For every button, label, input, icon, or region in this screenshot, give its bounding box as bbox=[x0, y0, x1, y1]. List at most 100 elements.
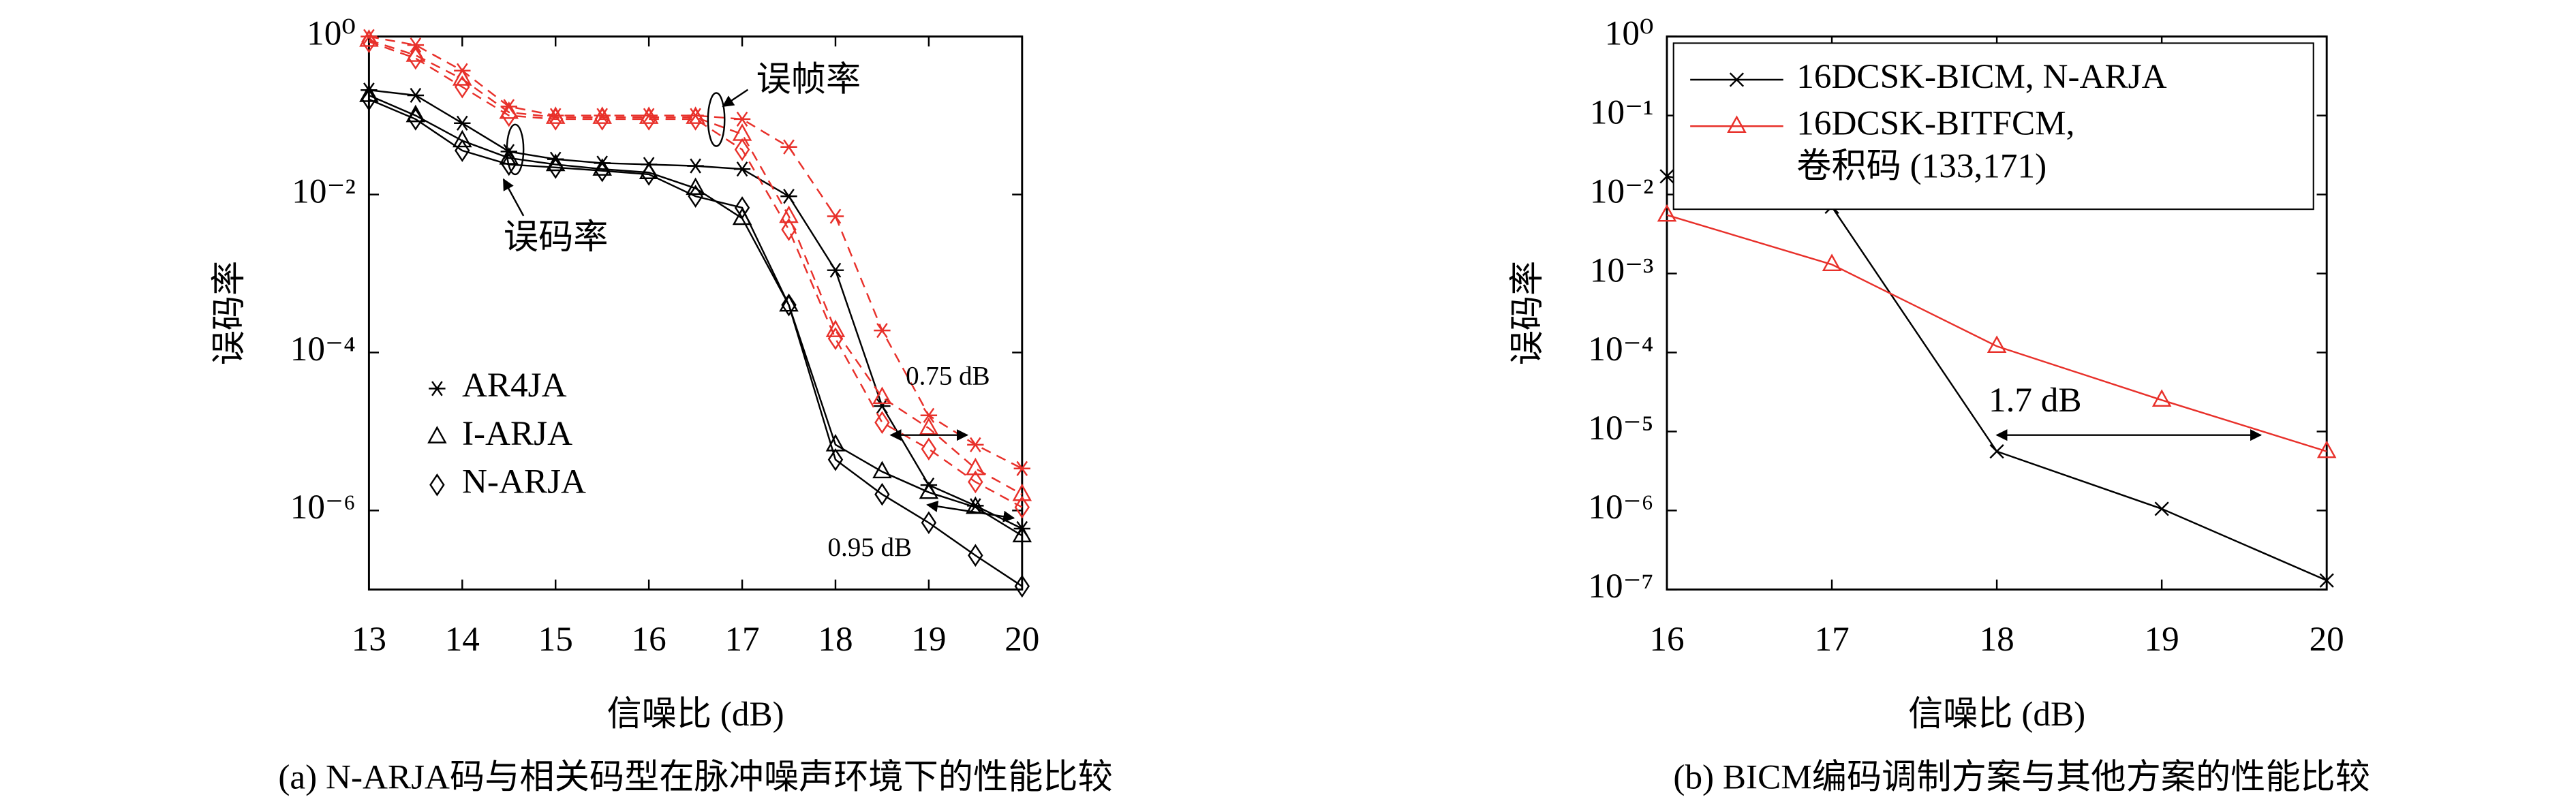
x-tick-label: 16 bbox=[1649, 620, 1684, 659]
x-tick-label: 18 bbox=[818, 620, 853, 659]
marker bbox=[687, 158, 704, 174]
marker bbox=[361, 88, 377, 111]
annotation: 误帧率 bbox=[756, 61, 861, 99]
annotation-ellipse bbox=[707, 92, 726, 147]
marker bbox=[874, 399, 891, 414]
x-tick-label: 13 bbox=[352, 620, 386, 659]
y-tick-label: 10⁻⁷ bbox=[1588, 567, 1653, 606]
marker bbox=[501, 153, 517, 176]
marker bbox=[2316, 440, 2337, 458]
marker bbox=[1657, 204, 1677, 222]
marker bbox=[827, 262, 844, 278]
marker bbox=[405, 104, 426, 123]
marker bbox=[641, 163, 657, 186]
y-tick-label: 10⁻³ bbox=[1590, 251, 1654, 290]
marker bbox=[594, 159, 610, 183]
marker bbox=[548, 156, 564, 179]
x-axis-label: 信噪比 (dB) bbox=[607, 695, 784, 734]
marker bbox=[733, 161, 751, 177]
marker bbox=[1012, 525, 1032, 543]
x-tick-label: 14 bbox=[445, 620, 480, 659]
annotation: 1.7 dB bbox=[1989, 381, 2082, 420]
marker bbox=[919, 417, 939, 435]
ber-line bbox=[1666, 175, 2327, 582]
x-tick-label: 19 bbox=[911, 620, 946, 659]
marker bbox=[780, 189, 797, 204]
marker bbox=[1014, 574, 1030, 598]
x-tick-label: 15 bbox=[538, 620, 573, 659]
marker bbox=[454, 115, 471, 131]
marker bbox=[408, 108, 424, 131]
marker bbox=[874, 482, 890, 506]
marker bbox=[968, 470, 983, 494]
marker bbox=[872, 460, 892, 479]
y-tick-label: 10⁻⁵ bbox=[1588, 409, 1653, 448]
x-tick-label: 18 bbox=[1980, 620, 2014, 659]
legend-label: 16DCSK-BICM, N-ARJA bbox=[1796, 57, 2166, 96]
ber-line bbox=[1666, 214, 2327, 452]
marker bbox=[781, 218, 797, 241]
marker bbox=[687, 108, 704, 123]
x-tick-label: 20 bbox=[1005, 620, 1039, 659]
ber-line bbox=[368, 98, 1023, 587]
x-tick-label: 16 bbox=[632, 620, 666, 659]
marker bbox=[455, 75, 470, 99]
marker bbox=[1014, 495, 1030, 519]
x-tick-label: 20 bbox=[2310, 620, 2344, 659]
marker bbox=[2151, 389, 2172, 407]
annotation-arrow bbox=[502, 178, 525, 217]
marker bbox=[874, 323, 891, 339]
marker bbox=[501, 104, 517, 127]
marker bbox=[688, 185, 703, 208]
marker bbox=[688, 108, 703, 131]
marker bbox=[408, 46, 424, 70]
fer-line bbox=[369, 35, 1023, 469]
annotation: 误码率 bbox=[504, 218, 609, 257]
marker bbox=[734, 196, 750, 219]
marker bbox=[594, 155, 611, 171]
caption: (b) BICM编码调制方案与其他方案的性能比较 bbox=[1673, 758, 2370, 796]
marker bbox=[594, 108, 611, 123]
legend-label: I-ARJA bbox=[462, 414, 572, 453]
legend-marker bbox=[1727, 115, 1747, 134]
marker bbox=[1012, 483, 1032, 501]
y-tick-label: 10⁻² bbox=[292, 172, 356, 210]
marker bbox=[1013, 460, 1030, 476]
x-tick-label: 19 bbox=[2145, 620, 2179, 659]
marker bbox=[640, 108, 658, 123]
marker bbox=[967, 437, 984, 452]
marker bbox=[872, 386, 892, 405]
annotation: 0.75 dB bbox=[906, 362, 990, 391]
marker bbox=[966, 457, 985, 475]
marker bbox=[1659, 169, 1674, 184]
y-axis-label: 误码率 bbox=[1508, 261, 1547, 366]
marker bbox=[827, 448, 844, 471]
marker bbox=[921, 437, 937, 460]
annotation: 0.95 dB bbox=[827, 533, 912, 562]
fer-line bbox=[368, 41, 1023, 508]
marker bbox=[407, 87, 425, 104]
y-tick-label: 10⁻⁴ bbox=[290, 330, 356, 369]
legend-label: 16DCSK-BITFCM,卷积码 (133,171) bbox=[1796, 104, 2074, 185]
marker bbox=[2319, 573, 2334, 588]
marker bbox=[594, 108, 610, 131]
marker bbox=[2154, 501, 2169, 516]
x-tick-label: 17 bbox=[1814, 620, 1849, 659]
x-axis-label: 信噪比 (dB) bbox=[1908, 695, 2085, 734]
y-axis-label: 误码率 bbox=[210, 261, 249, 366]
annotation-ellipse bbox=[506, 123, 525, 176]
marker bbox=[780, 139, 797, 155]
marker bbox=[455, 139, 470, 162]
legend-marker bbox=[1729, 72, 1745, 87]
marker bbox=[1989, 444, 2004, 459]
ber-line bbox=[368, 94, 1023, 537]
legend-label: N-ARJA bbox=[462, 463, 586, 501]
plot-frame bbox=[367, 35, 1024, 591]
y-tick-label: 10⁻⁶ bbox=[1588, 488, 1653, 527]
x-tick-label: 17 bbox=[724, 620, 759, 659]
marker bbox=[779, 205, 799, 223]
annotation-arrow bbox=[722, 89, 749, 108]
marker bbox=[453, 68, 472, 86]
